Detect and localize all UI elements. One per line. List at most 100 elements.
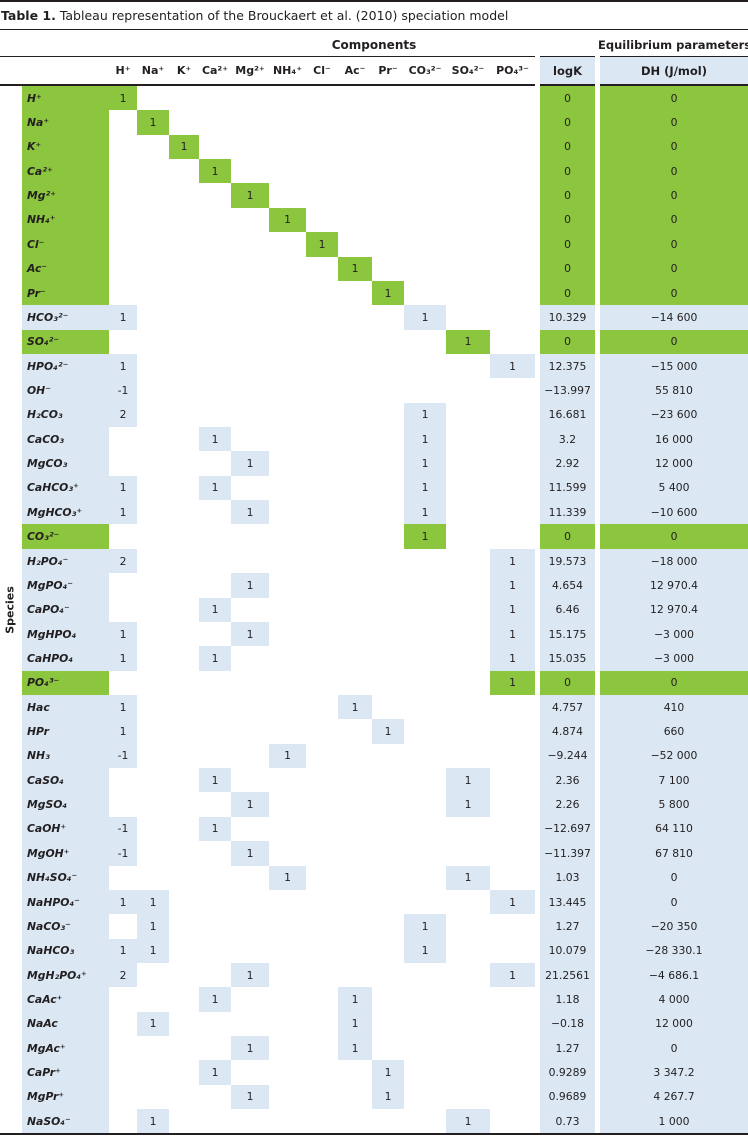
species-row: NH₃ -1 1 −9.244 −52 000 [0, 743, 748, 769]
table-body: Species H⁺ 1 0 0 Na⁺ 1 0 0 K⁺ 1 0 0 Ca²⁺ 1 0 0 Mg²⁺ 1 0 0 NH… [0, 86, 748, 1136]
coeff-cell-co3 [404, 1012, 446, 1036]
coeff-cell-cl [306, 622, 338, 646]
coeff-cell-po4: 1 [490, 573, 535, 598]
coeff-cell-so4 [446, 378, 490, 402]
coeff-cell-k [169, 914, 199, 938]
axis-spacer [0, 1085, 22, 1109]
species-name: Ca²⁺ [22, 159, 109, 184]
coeff-cell-nh4: 1 [269, 865, 306, 890]
coeff-cell-h [109, 1060, 137, 1084]
coeff-cell-ac [338, 86, 372, 110]
coeff-cell-co3 [404, 963, 446, 987]
axis-spacer [0, 232, 22, 256]
species-row: CaCO₃ 1 1 3.2 16 000 [0, 427, 748, 452]
coeff-cell-nh4 [269, 403, 306, 427]
coeff-cell-ac [338, 159, 372, 183]
coeff-cell-nh4 [269, 719, 306, 743]
dh-value: 660 [600, 719, 748, 744]
coeff-cell-cl [306, 281, 338, 305]
dh-value: −20 350 [600, 914, 748, 939]
logk-value: 0 [540, 110, 595, 135]
coeff-cell-po4 [490, 1085, 535, 1109]
coeff-cell-so4 [446, 427, 490, 451]
coeff-cell-mg [231, 1012, 269, 1036]
coeff-cell-po4 [490, 476, 535, 500]
dh-value: −4 686.1 [600, 962, 748, 988]
coeff-cell-pr [372, 86, 404, 110]
coeff-cell-co3 [404, 183, 446, 207]
logk-value: 0.9289 [540, 1060, 595, 1085]
dh-value: 55 810 [600, 378, 748, 403]
coeff-cell-mg [231, 695, 269, 719]
coeff-cell-pr [372, 1109, 404, 1133]
coeff-cell-pr [372, 914, 404, 938]
coeff-cell-nh4 [269, 817, 306, 841]
coeff-cell-h [109, 427, 137, 451]
coeff-cell-mg [231, 208, 269, 232]
coeff-cell-po4 [490, 695, 535, 719]
coeff-cell-ca [199, 841, 231, 865]
species-row: MgHCO₃⁺ 1 1 1 11.339 −10 600 [0, 500, 748, 525]
coeff-cell-po4 [490, 281, 535, 305]
coeff-cell-k [169, 208, 199, 232]
coeff-cell-cl [306, 598, 338, 622]
coeff-cell-na [137, 257, 169, 281]
coeff-cell-so4: 1 [446, 768, 490, 793]
coeff-cell-pr [372, 476, 404, 500]
coeff-cell-h: -1 [109, 743, 137, 769]
species-row: MgH₂PO₄⁺ 2 1 1 21.2561 −4 686.1 [0, 962, 748, 988]
axis-spacer [0, 939, 22, 963]
coeff-cell-ca [199, 1109, 231, 1133]
coeff-cell-nh4 [269, 378, 306, 402]
axis-spacer [0, 1012, 22, 1036]
coeff-cell-po4 [490, 427, 535, 451]
axis-spacer [0, 403, 22, 427]
coeff-cell-h: -1 [109, 841, 137, 866]
coeff-cell-po4: 1 [490, 353, 535, 379]
coeff-cell-mg [231, 135, 269, 159]
column-header-cl: Cl⁻ [306, 56, 338, 86]
axis-spacer [0, 1036, 22, 1060]
logk-value: 1.27 [540, 1036, 595, 1061]
coeff-cell-mg: 1 [231, 183, 269, 208]
dh-value: 0 [600, 256, 748, 281]
coeff-cell-h: 2 [109, 402, 137, 428]
axis-spacer [0, 841, 22, 865]
coeff-cell-ca: 1 [199, 646, 231, 671]
coeff-cell-so4 [446, 524, 490, 548]
axis-spacer [0, 646, 22, 670]
coeff-cell-pr [372, 232, 404, 256]
dh-value: 0 [600, 110, 748, 135]
coeff-cell-ac [338, 914, 372, 938]
species-row: Ca²⁺ 1 0 0 [0, 159, 748, 184]
coeff-cell-so4 [446, 159, 490, 183]
coeff-cell-ca [199, 524, 231, 548]
coeff-cell-h [109, 208, 137, 232]
logk-value: 0 [540, 159, 595, 184]
coeff-cell-mg [231, 524, 269, 548]
species-name: NaAc [22, 1011, 109, 1037]
coeff-cell-pr [372, 646, 404, 670]
coeff-cell-na [137, 281, 169, 305]
dh-value: 0 [600, 159, 748, 184]
coeff-cell-so4: 1 [446, 329, 490, 354]
species-row: NaHPO₄⁻ 1 1 1 13.445 0 [0, 889, 748, 915]
coeff-cell-na [137, 208, 169, 232]
coeff-cell-na [137, 354, 169, 378]
coeff-cell-cl [306, 695, 338, 719]
coeff-cell-cl [306, 451, 338, 475]
coeff-cell-co3 [404, 549, 446, 573]
coeff-cell-na [137, 695, 169, 719]
coeff-cell-mg: 1 [231, 962, 269, 988]
coeff-cell-na [137, 1085, 169, 1109]
coeff-cell-so4 [446, 1036, 490, 1060]
coeff-cell-ca [199, 890, 231, 914]
coeff-cell-so4 [446, 135, 490, 159]
coeff-cell-h [109, 281, 137, 305]
coeff-cell-k [169, 1109, 199, 1133]
coeff-cell-so4 [446, 403, 490, 427]
species-name: MgOH⁺ [22, 841, 109, 866]
coeff-cell-k [169, 524, 199, 548]
coeff-cell-ac [338, 208, 372, 232]
coeff-cell-co3 [404, 281, 446, 305]
